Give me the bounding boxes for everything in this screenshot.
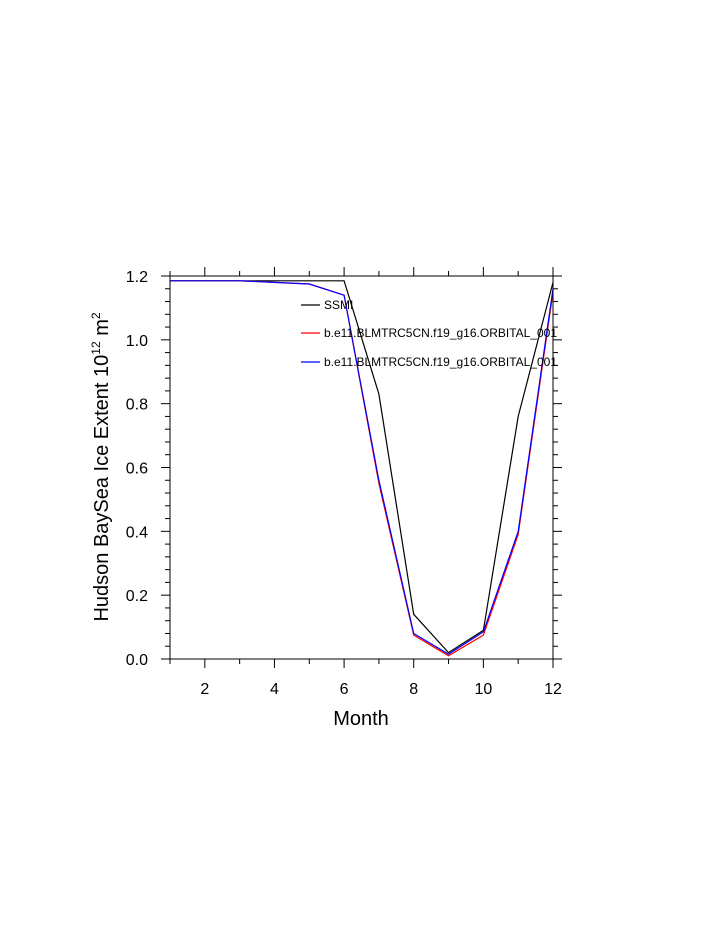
axis-ticks [161, 267, 562, 668]
tick-labels: 2 4 6 8 10 12 0.0 0.2 0.4 0.6 0.8 1.0 1.2 [126, 269, 562, 698]
y-axis-label-exponent: 12 [89, 341, 103, 355]
y-axis-label-unit: m [91, 319, 113, 341]
y-tick-label: 0.4 [126, 524, 148, 541]
series-line-3 [170, 280, 554, 655]
x-tick-label: 2 [200, 681, 209, 698]
y-tick-label: 1.0 [126, 333, 148, 350]
x-tick-label: 6 [340, 681, 349, 698]
y-tick-label: 0.0 [126, 652, 148, 669]
y-tick-label: 1.2 [126, 269, 148, 286]
y-axis-label: Hudson BaySea Ice Extent 1012 m2 [89, 312, 113, 621]
legend-label: b.e11.BLMTRC5CN.f19_g16.ORBITAL_001 [324, 326, 557, 340]
y-tick-label: 0.8 [126, 397, 148, 414]
legend-label: b.e11.BLMTRC5CN.f19_g16.ORBITAL_001 [324, 355, 557, 369]
y-axis-label-unit-exponent: 2 [89, 312, 103, 319]
y-tick-label: 0.6 [126, 461, 148, 478]
plot-frame [169, 275, 554, 660]
x-tick-label: 4 [270, 681, 279, 698]
legend: SSMIb.e11.BLMTRC5CN.f19_g16.ORBITAL_001b… [301, 298, 557, 369]
x-axis-label: Month [333, 708, 389, 730]
legend-label: SSMI [324, 298, 353, 312]
y-tick-label: 0.2 [126, 588, 148, 605]
x-tick-label: 10 [474, 681, 492, 698]
series-layer [170, 280, 554, 657]
x-tick-label: 8 [409, 681, 418, 698]
x-tick-label: 12 [544, 681, 562, 698]
y-axis-label-main: Hudson BaySea Ice Extent 10 [91, 355, 113, 622]
